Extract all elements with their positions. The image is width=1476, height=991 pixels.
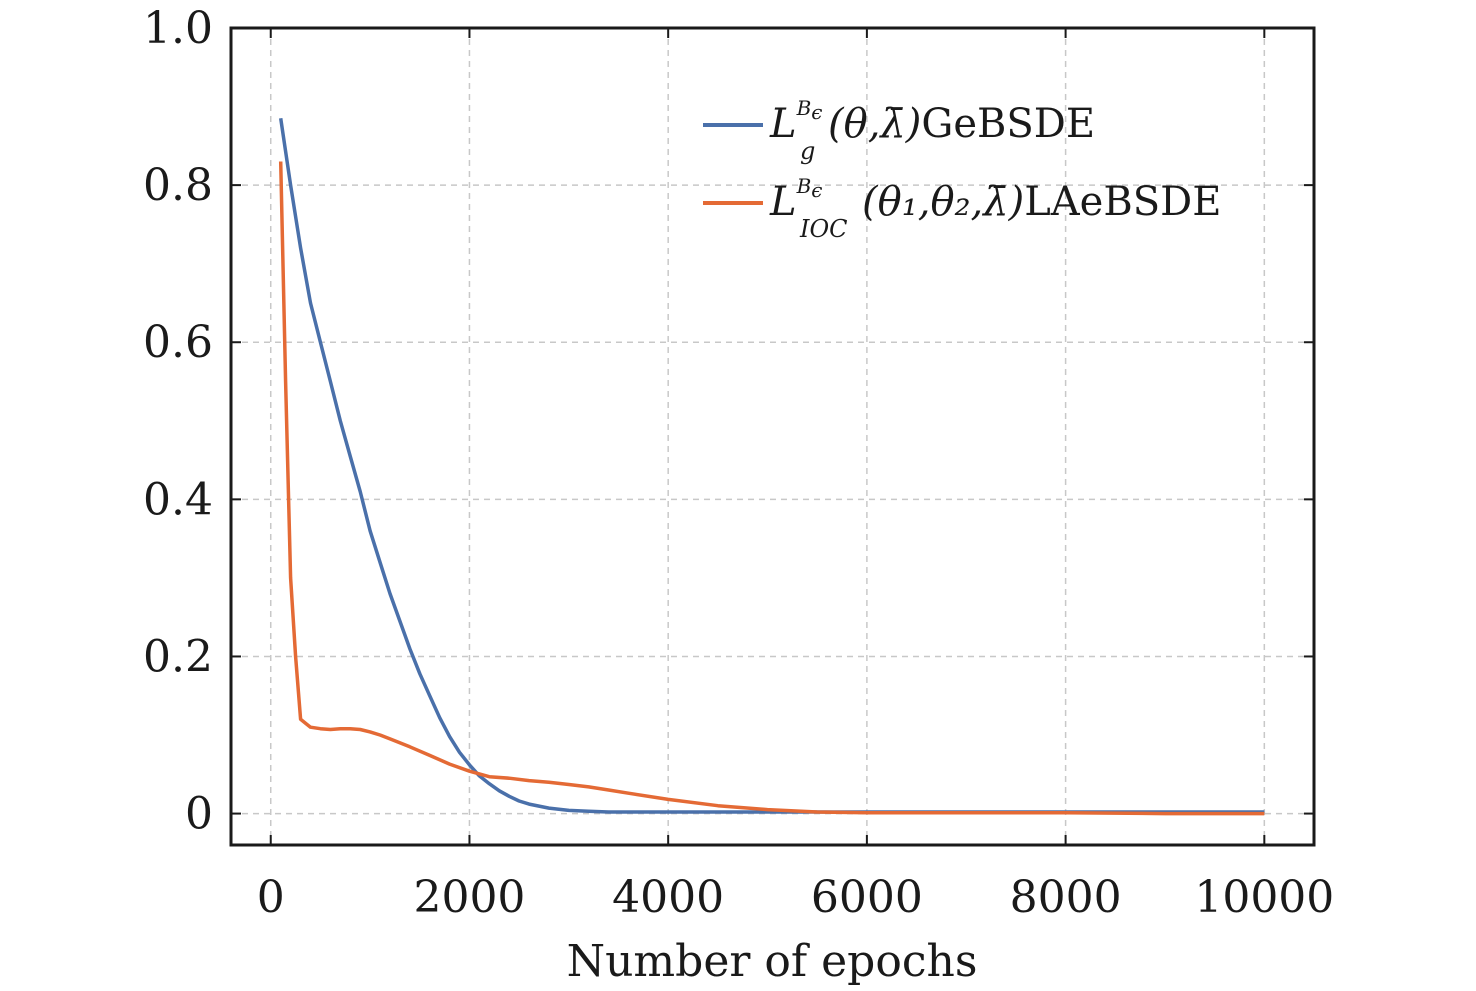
x-tick-label: 0 [257,872,285,923]
plot-frame [229,26,1316,847]
legend-method-name: LAeBSDE [1024,179,1221,225]
legend-superscript: B [796,174,812,198]
legend-method-name: GeBSDE [921,101,1095,147]
x-tick-label: 10000 [1194,872,1334,923]
legend-superscript-sub: ϵ [811,100,822,124]
legend-label-laebsde: LBϵ IOC (θ₁,θ₂,λ̄)LAeBSDE [769,174,1221,243]
grid [231,27,1314,845]
x-tick-label: 2000 [413,872,525,923]
legend-symbol: L [769,179,797,225]
axis-ticks: 0 2000 4000 6000 8000 10000 0 0.2 0.4 0.6 0.8 1.0 [143,3,1334,923]
legend-superscript: B [796,96,812,120]
series-line-gebsde [278,118,1265,814]
y-tick-label: 0.6 [143,317,213,368]
legend-superscript-sub: ϵ [811,178,822,202]
legend-symbol: L [769,101,797,147]
y-tick-label: 1.0 [143,3,213,54]
legend-arguments: (θ,λ̄) [828,101,921,147]
series-lines [278,118,1265,816]
x-tick-label: 8000 [1010,872,1122,923]
y-tick-label: 0.2 [143,631,213,682]
series-line-laebsde [278,161,1265,816]
legend-arguments: (θ₁,θ₂,λ̄) [862,179,1024,225]
x-tick-label: 6000 [811,872,923,923]
legend-subscript: IOC [799,215,848,243]
y-tick-label: 0.4 [143,474,213,525]
legend-label-gebsde: LBϵ g (θ,λ̄)GeBSDE [769,96,1095,165]
y-tick-label: 0 [185,789,213,840]
x-tick-label: 4000 [612,872,724,923]
x-axis-label: Number of epochs [567,936,978,987]
y-tick-label: 0.8 [143,160,213,211]
legend-subscript: g [800,137,815,165]
